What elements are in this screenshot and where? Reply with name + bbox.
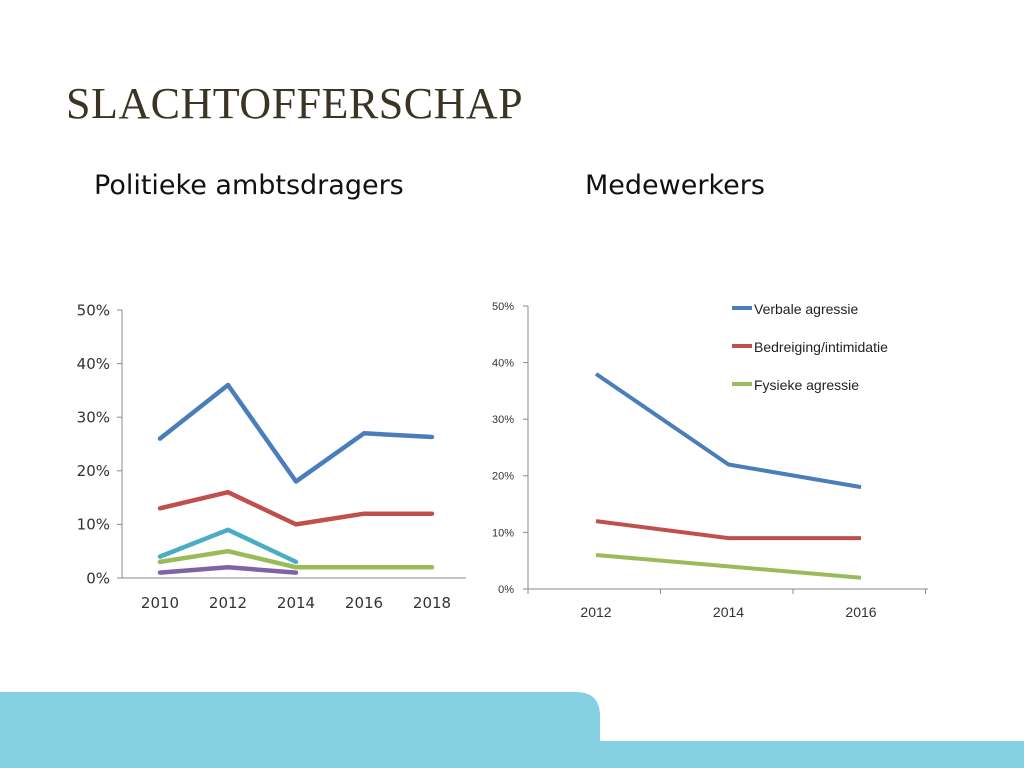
left-y-tick-label: 10% [77, 516, 110, 534]
right-series-line-2 [595, 519, 861, 541]
chart-title-right: Medewerkers [585, 170, 765, 201]
right-y-tick-label: 0% [498, 584, 514, 596]
left-x-tick-label: 2010 [141, 594, 179, 612]
right-y-tick-label: 50% [492, 301, 514, 313]
left-y-tick-label: 0% [86, 569, 110, 587]
left-x-tick-label: 2018 [413, 594, 451, 612]
right-x-tick-label: 2014 [713, 604, 744, 620]
left-y-tick-label: 50% [77, 301, 110, 319]
right-y-tick-label: 40% [492, 357, 514, 369]
right-series-line-1 [594, 372, 862, 490]
chart-title-left: Politieke ambtsdragers [94, 170, 404, 201]
left-y-tick-label: 30% [77, 408, 110, 426]
left-y-tick-label: 40% [77, 355, 110, 373]
right-x-tick-label: 2012 [580, 604, 611, 620]
right-series-line-3 [595, 553, 862, 580]
left-series-line-2 [157, 489, 435, 527]
left-x-tick-label: 2016 [345, 594, 383, 612]
right-y-tick-label: 30% [492, 414, 514, 426]
legend-label-3: Fysieke agressie [754, 377, 859, 393]
left-series-line-1 [157, 382, 435, 484]
left-series-line-3 [157, 527, 299, 565]
left-x-tick-label: 2014 [277, 594, 315, 612]
left-series-line-5 [157, 565, 299, 575]
slide-title: SLACHTOFFERSCHAP [66, 79, 524, 128]
legend-label-2: Bedreiging/intimidatie [754, 339, 888, 355]
left-y-tick-label: 20% [77, 462, 110, 480]
left-series-line-4 [157, 548, 435, 570]
left-x-tick-label: 2012 [209, 594, 247, 612]
right-x-tick-label: 2016 [845, 604, 876, 620]
right-y-tick-label: 10% [492, 527, 514, 539]
legend-label-1: Verbale agressie [754, 301, 859, 317]
right-y-tick-label: 20% [492, 471, 514, 483]
